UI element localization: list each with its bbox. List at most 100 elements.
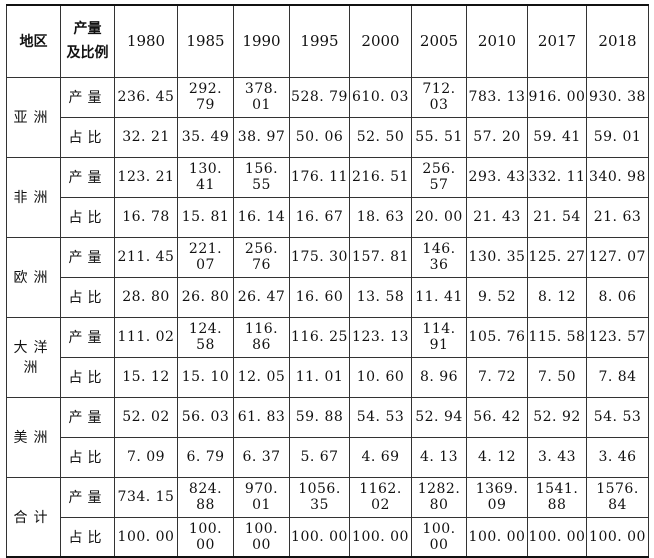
share-value-cell: 15. 81	[177, 196, 234, 238]
share-value-cell: 100. 00	[114, 516, 178, 558]
production-value-cell: 610. 03	[349, 76, 412, 118]
type-header-line1: 产量	[73, 21, 102, 38]
share-value-cell: 3. 46	[586, 436, 649, 478]
year-column-header: 2010	[466, 4, 528, 78]
share-value-cell: 16. 78	[114, 196, 178, 238]
share-value-cell: 5. 67	[289, 436, 350, 478]
share-value-cell: 11. 41	[411, 276, 467, 318]
share-label-cell: 占比	[60, 276, 115, 318]
type-header-line2: 及比例	[66, 45, 109, 62]
share-label-cell: 占比	[60, 516, 115, 558]
production-value-cell: 332. 11	[527, 156, 587, 198]
share-value-cell: 26. 47	[233, 276, 290, 318]
year-column-header: 1995	[289, 4, 350, 78]
production-value-cell: 54. 53	[586, 396, 649, 438]
production-value-cell: 256. 57	[411, 156, 467, 198]
share-value-cell: 32. 21	[114, 116, 178, 158]
production-value-cell: 378. 01	[233, 76, 290, 118]
share-label-cell: 占比	[60, 116, 115, 158]
production-label-cell: 产量	[60, 316, 115, 358]
table-header: 地区 产量 及比例 1980 1985 1990 1995 2000 2005 2010 20…	[6, 4, 649, 78]
production-value-cell: 125. 27	[527, 236, 587, 278]
share-value-cell: 21. 54	[527, 196, 587, 238]
production-value-cell: 221. 07	[177, 236, 234, 278]
year-column-header: 2018	[586, 4, 649, 78]
share-value-cell: 52. 50	[349, 116, 412, 158]
table-row: 占比 7. 09 6. 79 6. 37 5. 67 4. 69 4. 13 4. 12 3. …	[7, 436, 649, 478]
year-column-header: 1985	[177, 4, 234, 78]
share-value-cell: 9. 52	[466, 276, 528, 318]
share-value-cell: 4. 12	[466, 436, 528, 478]
production-value-cell: 1576. 84	[586, 476, 649, 518]
production-value-cell: 123. 57	[586, 316, 649, 358]
production-value-cell: 130. 35	[466, 236, 528, 278]
production-value-cell: 157. 81	[349, 236, 412, 278]
share-value-cell: 13. 58	[349, 276, 412, 318]
production-value-cell: 111. 02	[114, 316, 178, 358]
share-value-cell: 16. 60	[289, 276, 350, 318]
production-share-table: 地区 产量 及比例 1980 1985 1990 1995 2000 2005 2010 20…	[6, 4, 649, 558]
production-label-cell: 产量	[60, 476, 115, 518]
year-column-header: 2005	[411, 4, 467, 78]
share-value-cell: 15. 10	[177, 356, 234, 398]
production-value-cell: 216. 51	[349, 156, 412, 198]
share-value-cell: 16. 67	[289, 196, 350, 238]
production-value-cell: 292. 79	[177, 76, 234, 118]
production-value-cell: 916. 00	[527, 76, 587, 118]
production-value-cell: 1541. 88	[527, 476, 587, 518]
share-value-cell: 28. 80	[114, 276, 178, 318]
share-value-cell: 35. 49	[177, 116, 234, 158]
production-label-cell: 产量	[60, 236, 115, 278]
production-value-cell: 712. 03	[411, 76, 467, 118]
share-value-cell: 7. 50	[527, 356, 587, 398]
share-value-cell: 3. 43	[527, 436, 587, 478]
production-value-cell: 1056. 35	[289, 476, 350, 518]
share-value-cell: 11. 01	[289, 356, 350, 398]
production-value-cell: 123. 21	[114, 156, 178, 198]
year-column-header: 2017	[527, 4, 587, 78]
header-row: 地区 产量 及比例 1980 1985 1990 1995 2000 2005 2010 20…	[6, 4, 649, 78]
production-value-cell: 130. 41	[177, 156, 234, 198]
production-value-cell: 56. 42	[466, 396, 528, 438]
share-value-cell: 4. 69	[349, 436, 412, 478]
production-value-cell: 734. 15	[114, 476, 178, 518]
share-value-cell: 7. 09	[114, 436, 178, 478]
production-value-cell: 293. 43	[466, 156, 528, 198]
table-row: 占比 15. 12 15. 10 12. 05 11. 01 10. 60 8. 96 7. …	[7, 356, 649, 398]
share-value-cell: 100. 00	[411, 516, 467, 558]
production-value-cell: 930. 38	[586, 76, 649, 118]
region-column-header: 地区	[6, 4, 61, 78]
production-label-cell: 产量	[60, 156, 115, 198]
share-value-cell: 100. 00	[289, 516, 350, 558]
production-value-cell: 52. 94	[411, 396, 467, 438]
production-value-cell: 105. 76	[466, 316, 528, 358]
share-value-cell: 38. 97	[233, 116, 290, 158]
share-value-cell: 21. 63	[586, 196, 649, 238]
region-cell: 非洲	[6, 156, 61, 238]
production-value-cell: 236. 45	[114, 76, 178, 118]
share-value-cell: 18. 63	[349, 196, 412, 238]
table-row: 欧洲 产量 211. 45 221. 07 256. 76 175. 30 157. 81 1…	[6, 236, 649, 318]
share-value-cell: 10. 60	[349, 356, 412, 398]
year-column-header: 2000	[349, 4, 412, 78]
production-value-cell: 340. 98	[586, 156, 649, 198]
production-value-cell: 156. 55	[233, 156, 290, 198]
table-row: 占比 28. 80 26. 80 26. 47 16. 60 13. 58 11. 41 9.…	[7, 276, 649, 318]
table-row: 亚洲 产量 236. 45 292. 79 378. 01 528. 79 610. 03 7…	[6, 76, 649, 158]
production-label-cell: 产量	[60, 76, 115, 118]
table-row: 非洲 产量 123. 21 130. 41 156. 55 176. 11 216. 51 2…	[6, 156, 649, 238]
share-value-cell: 100. 00	[177, 516, 234, 558]
share-value-cell: 50. 06	[289, 116, 350, 158]
production-value-cell: 61. 83	[233, 396, 290, 438]
production-value-cell: 176. 11	[289, 156, 350, 198]
share-value-cell: 100. 00	[349, 516, 412, 558]
share-value-cell: 55. 51	[411, 116, 467, 158]
share-value-cell: 12. 05	[233, 356, 290, 398]
share-value-cell: 7. 72	[466, 356, 528, 398]
production-value-cell: 783. 13	[466, 76, 528, 118]
region-cell: 合计	[6, 476, 61, 558]
share-value-cell: 59. 01	[586, 116, 649, 158]
production-value-cell: 1162. 02	[349, 476, 412, 518]
production-value-cell: 116. 25	[289, 316, 350, 358]
production-value-cell: 146. 36	[411, 236, 467, 278]
